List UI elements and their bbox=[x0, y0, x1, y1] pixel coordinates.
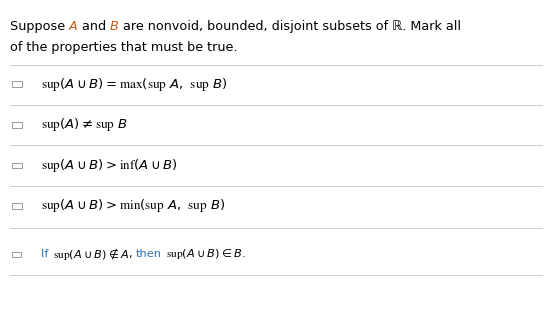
Text: and: and bbox=[78, 20, 110, 33]
Text: $\mathregular{sup}(A \cup B) \notin A$: $\mathregular{sup}(A \cup B) \notin A$ bbox=[52, 246, 129, 262]
Text: $\mathregular{sup}(A \cup B) > \mathregular{min}(\mathregular{sup}\ A,\ \mathreg: $\mathregular{sup}(A \cup B) > \mathregu… bbox=[41, 197, 226, 214]
FancyBboxPatch shape bbox=[12, 252, 21, 257]
Text: Suppose: Suppose bbox=[10, 20, 69, 33]
Text: B: B bbox=[110, 20, 119, 33]
FancyBboxPatch shape bbox=[12, 163, 22, 168]
FancyBboxPatch shape bbox=[12, 122, 22, 128]
FancyBboxPatch shape bbox=[12, 81, 22, 87]
Text: If: If bbox=[41, 249, 52, 259]
Text: ,: , bbox=[129, 249, 136, 259]
Text: $\mathregular{sup}(A \cup B) \in B.$: $\mathregular{sup}(A \cup B) \in B.$ bbox=[166, 247, 245, 261]
Text: then: then bbox=[136, 249, 162, 259]
FancyBboxPatch shape bbox=[12, 203, 22, 209]
Text: $\mathregular{sup}(A \cup B) = \mathregular{max}(\mathregular{sup}\ A,\ \mathreg: $\mathregular{sup}(A \cup B) = \mathregu… bbox=[41, 76, 228, 93]
Text: $\mathregular{sup}(A) \neq \mathregular{sup}\ B$: $\mathregular{sup}(A) \neq \mathregular{… bbox=[41, 116, 129, 133]
Text: $\mathregular{sup}(A \cup B) > \mathregular{inf}(A \cup B)$: $\mathregular{sup}(A \cup B) > \mathregu… bbox=[41, 157, 178, 174]
Text: of the properties that must be true.: of the properties that must be true. bbox=[10, 41, 237, 54]
Text: A: A bbox=[69, 20, 78, 33]
Text: are nonvoid, bounded, disjoint subsets of ℝ. Mark all: are nonvoid, bounded, disjoint subsets o… bbox=[119, 20, 461, 33]
